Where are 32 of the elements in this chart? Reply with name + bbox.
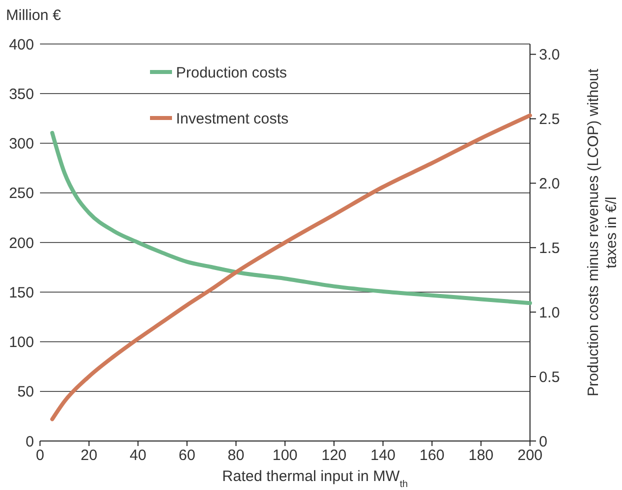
y2-tick-label: 3.0 — [539, 46, 560, 64]
y2-tick-label: 1.0 — [539, 304, 560, 322]
x-axis-title: Rated thermal input in MW$_{th}$ — [222, 468, 408, 490]
x-tick-label: 180 — [468, 447, 494, 464]
y-tick-label: 350 — [8, 86, 34, 103]
y2-tick-label: 1.5 — [539, 240, 560, 257]
y-tick-label: 250 — [8, 185, 34, 202]
x-tick-label: 40 — [130, 447, 146, 464]
legend-label: Production costs — [176, 64, 287, 82]
legend-label: Investment costs — [176, 110, 289, 128]
line-series — [50, 130, 532, 306]
y-axis-title: Million € — [6, 7, 62, 24]
y-tick-label: 300 — [8, 136, 34, 152]
x-tick-label: 100 — [272, 447, 298, 464]
line-series — [50, 113, 532, 422]
x-tick-label: 20 — [80, 447, 98, 464]
y-tick-label: 100 — [8, 334, 34, 351]
x-tick-label: 120 — [321, 447, 347, 464]
y-tick-label: 50 — [17, 384, 34, 401]
x-tick-label: 80 — [228, 447, 244, 464]
y2-axis-title: Production costs minus revenues (LCOP) without taxes in €/l — [585, 68, 620, 396]
y-tick-label: 200 — [8, 234, 34, 252]
y-tick-label: 150 — [8, 284, 34, 302]
y-tick-label: 400 — [8, 36, 34, 54]
y2-tick-label: 0.5 — [539, 368, 560, 386]
y-tick-label: 0 — [26, 433, 34, 450]
y2-tick-label: 2.0 — [539, 175, 560, 192]
y2-tick-label: 2.5 — [539, 111, 560, 128]
x-tick-label: 160 — [419, 447, 445, 464]
x-tick-label: 60 — [178, 447, 196, 464]
x-tick-label: 140 — [370, 447, 396, 464]
x-tick-label: 0 — [36, 447, 44, 464]
